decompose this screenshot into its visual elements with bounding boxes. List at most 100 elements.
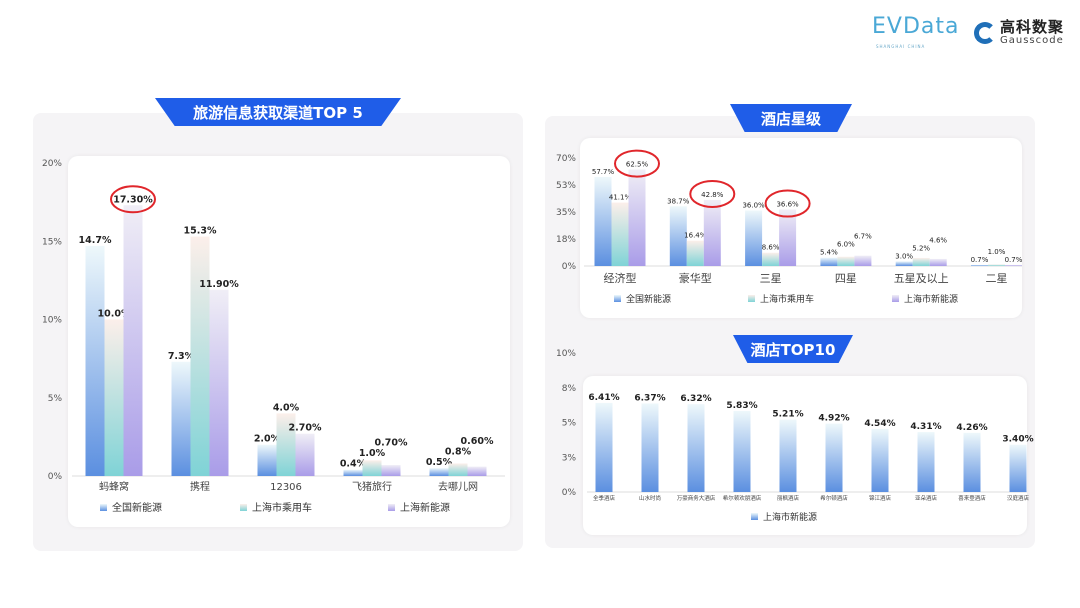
y-tick-label: 35%: [556, 208, 576, 218]
bar: [190, 236, 210, 476]
data-label: 6.41%: [588, 393, 619, 403]
data-label: 0.8%: [445, 447, 472, 458]
bar: [295, 433, 315, 476]
category-label: 二星: [986, 272, 1008, 285]
data-label: 38.7%: [667, 197, 690, 205]
y-tick-label: 0%: [562, 262, 577, 272]
bar: [611, 202, 629, 266]
bar: [467, 466, 487, 476]
gausscode-logo: 高科数聚 Gausscode: [974, 18, 1064, 48]
category-label: 希尔顿欢朋酒店: [723, 494, 762, 502]
data-label: 0.7%: [1005, 256, 1023, 264]
category-label: 三星: [760, 272, 782, 285]
data-label: 4.92%: [818, 414, 849, 424]
category-label: 汉庭酒店: [1007, 494, 1030, 502]
category-label: 亚朵酒店: [915, 494, 938, 502]
category-label: 豪华型: [679, 271, 712, 285]
data-label: 17.30%: [113, 194, 153, 205]
bar: [687, 404, 705, 492]
hotel-top10-title: 酒店TOP10: [733, 335, 853, 363]
data-label: 10.0%: [98, 309, 131, 320]
data-label: 1.0%: [359, 448, 386, 459]
evdata-logo: EVData: [872, 12, 959, 42]
y-tick-label: 20%: [42, 159, 62, 169]
bar: [628, 169, 646, 266]
data-label: 7.3%: [168, 351, 195, 362]
data-label: 1.0%: [988, 248, 1006, 256]
bar: [779, 419, 797, 492]
data-label: 5.2%: [912, 244, 930, 252]
bar: [85, 245, 105, 476]
data-label: 8.6%: [762, 244, 780, 252]
bar: [917, 432, 935, 492]
legend-label: 上海市新能源: [904, 293, 958, 305]
evdata-logo-sub: SHANGHAI CHINA: [876, 44, 926, 49]
data-label: 0.70%: [375, 438, 408, 449]
data-label: 36.6%: [776, 201, 799, 209]
category-label: 携程: [190, 480, 210, 493]
highlight-circle: [614, 149, 660, 178]
bar: [963, 432, 981, 492]
bar: [104, 319, 124, 476]
data-label: 0.60%: [461, 436, 494, 447]
category-label: 12306: [270, 482, 302, 493]
category-label: 五星及以上: [894, 272, 949, 285]
category-label: 飞猪旅行: [352, 480, 392, 493]
data-label: 2.70%: [289, 423, 322, 434]
bar: [895, 261, 913, 266]
legend-swatch: [100, 504, 107, 511]
y-tick-label: 5%: [48, 394, 63, 404]
category-label: 锦江酒店: [869, 494, 892, 502]
legend-label: 上海新能源: [400, 501, 450, 514]
bar: [988, 264, 1005, 266]
data-label: 57.7%: [592, 168, 615, 176]
category-label: 蚂蜂窝: [99, 480, 129, 493]
data-label: 6.0%: [837, 241, 855, 249]
y-tick-label: 8%: [562, 384, 577, 394]
bar: [837, 256, 855, 266]
bar: [733, 410, 751, 492]
bar: [343, 469, 363, 476]
data-label: 4.31%: [910, 422, 941, 432]
data-label: 5.4%: [820, 249, 838, 257]
bar: [1009, 444, 1027, 492]
data-label: 5.83%: [726, 401, 757, 411]
bar: [123, 205, 143, 476]
bar: [257, 444, 277, 476]
bar: [762, 252, 780, 266]
legend-swatch: [751, 513, 758, 520]
gausscode-cn: 高科数聚: [1000, 17, 1065, 36]
bar: [820, 257, 838, 266]
channels-title: 旅游信息获取渠道TOP 5: [155, 98, 401, 126]
data-label: 2.0%: [254, 434, 281, 445]
bar: [971, 264, 988, 266]
bar: [276, 413, 296, 476]
y-tick-label: 3%: [562, 453, 577, 463]
legend-swatch: [240, 504, 247, 511]
data-label: 4.0%: [273, 402, 300, 413]
category-label: 希尔顿酒店: [820, 494, 848, 502]
category-label: 万豪商务大酒店: [677, 494, 716, 502]
legend-swatch: [892, 295, 899, 302]
legend-swatch: [614, 295, 621, 302]
data-label: 41.1%: [609, 194, 632, 202]
category-label: 全季酒店: [593, 494, 616, 502]
data-label: 6.7%: [854, 233, 872, 241]
data-label: 4.6%: [929, 236, 947, 244]
category-label: 山水时尚: [639, 494, 661, 502]
data-label: 3.40%: [1002, 435, 1033, 445]
data-label: 14.7%: [79, 235, 112, 246]
y-tick-label: 0%: [562, 488, 577, 498]
bar: [1005, 264, 1022, 266]
category-label: 丽枫酒店: [777, 494, 800, 502]
bar: [779, 209, 797, 266]
category-label: 去哪儿网: [438, 481, 478, 493]
legend-label: 全国新能源: [626, 293, 671, 305]
data-label: 15.3%: [184, 226, 217, 237]
evdata-logo-text: EVData: [872, 14, 960, 39]
bar: [595, 402, 613, 492]
y-tick-label: 15%: [42, 237, 62, 247]
data-label: 62.5%: [626, 161, 649, 169]
bar: [669, 206, 687, 266]
